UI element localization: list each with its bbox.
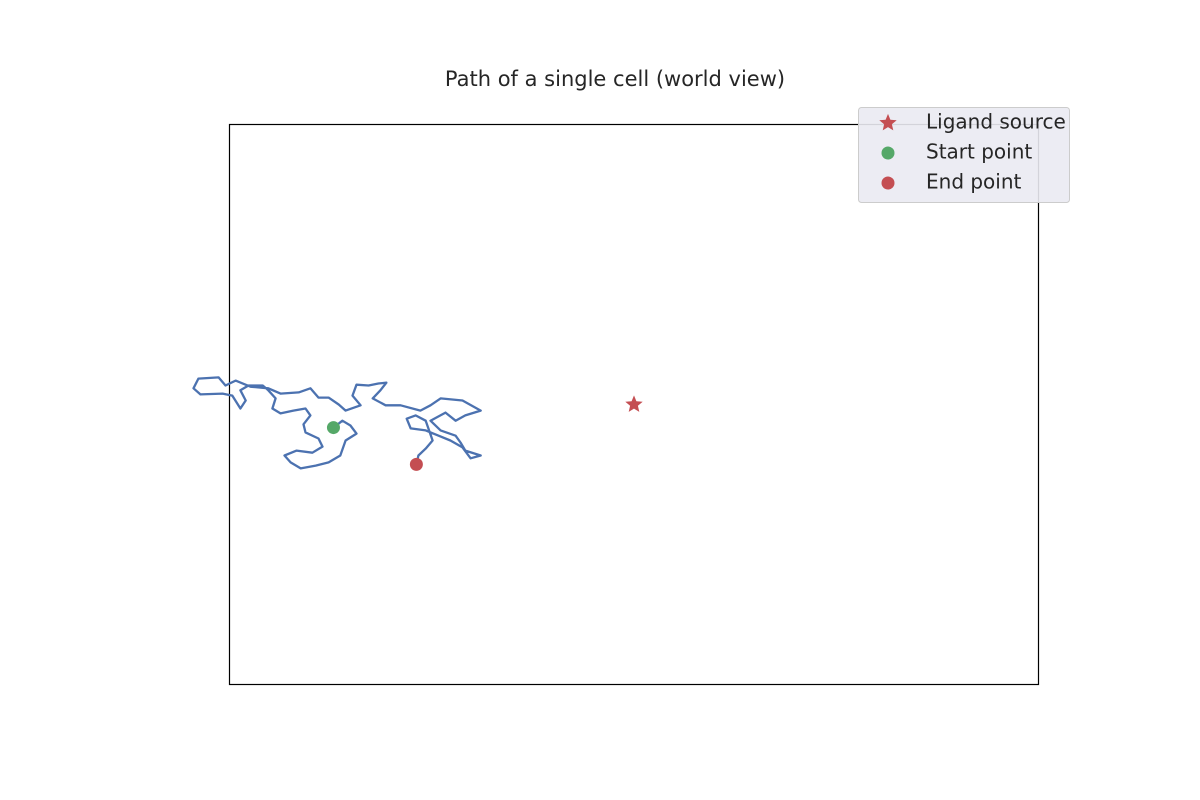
point-marker: [326, 421, 340, 435]
point-marker: [409, 457, 423, 471]
star-marker: [625, 395, 643, 412]
point-marker: [881, 176, 895, 190]
star-marker: [879, 113, 897, 131]
legend-label: Start point: [926, 140, 1032, 164]
legend-label: Ligand source: [926, 110, 1066, 134]
cell-path: [192, 376, 482, 470]
point-marker: [881, 146, 895, 160]
legend-box: [858, 107, 1070, 203]
chart-title: Path of a single cell (world view): [445, 67, 785, 91]
legend-label: End point: [926, 170, 1022, 194]
plot-frame: [228, 123, 1040, 686]
